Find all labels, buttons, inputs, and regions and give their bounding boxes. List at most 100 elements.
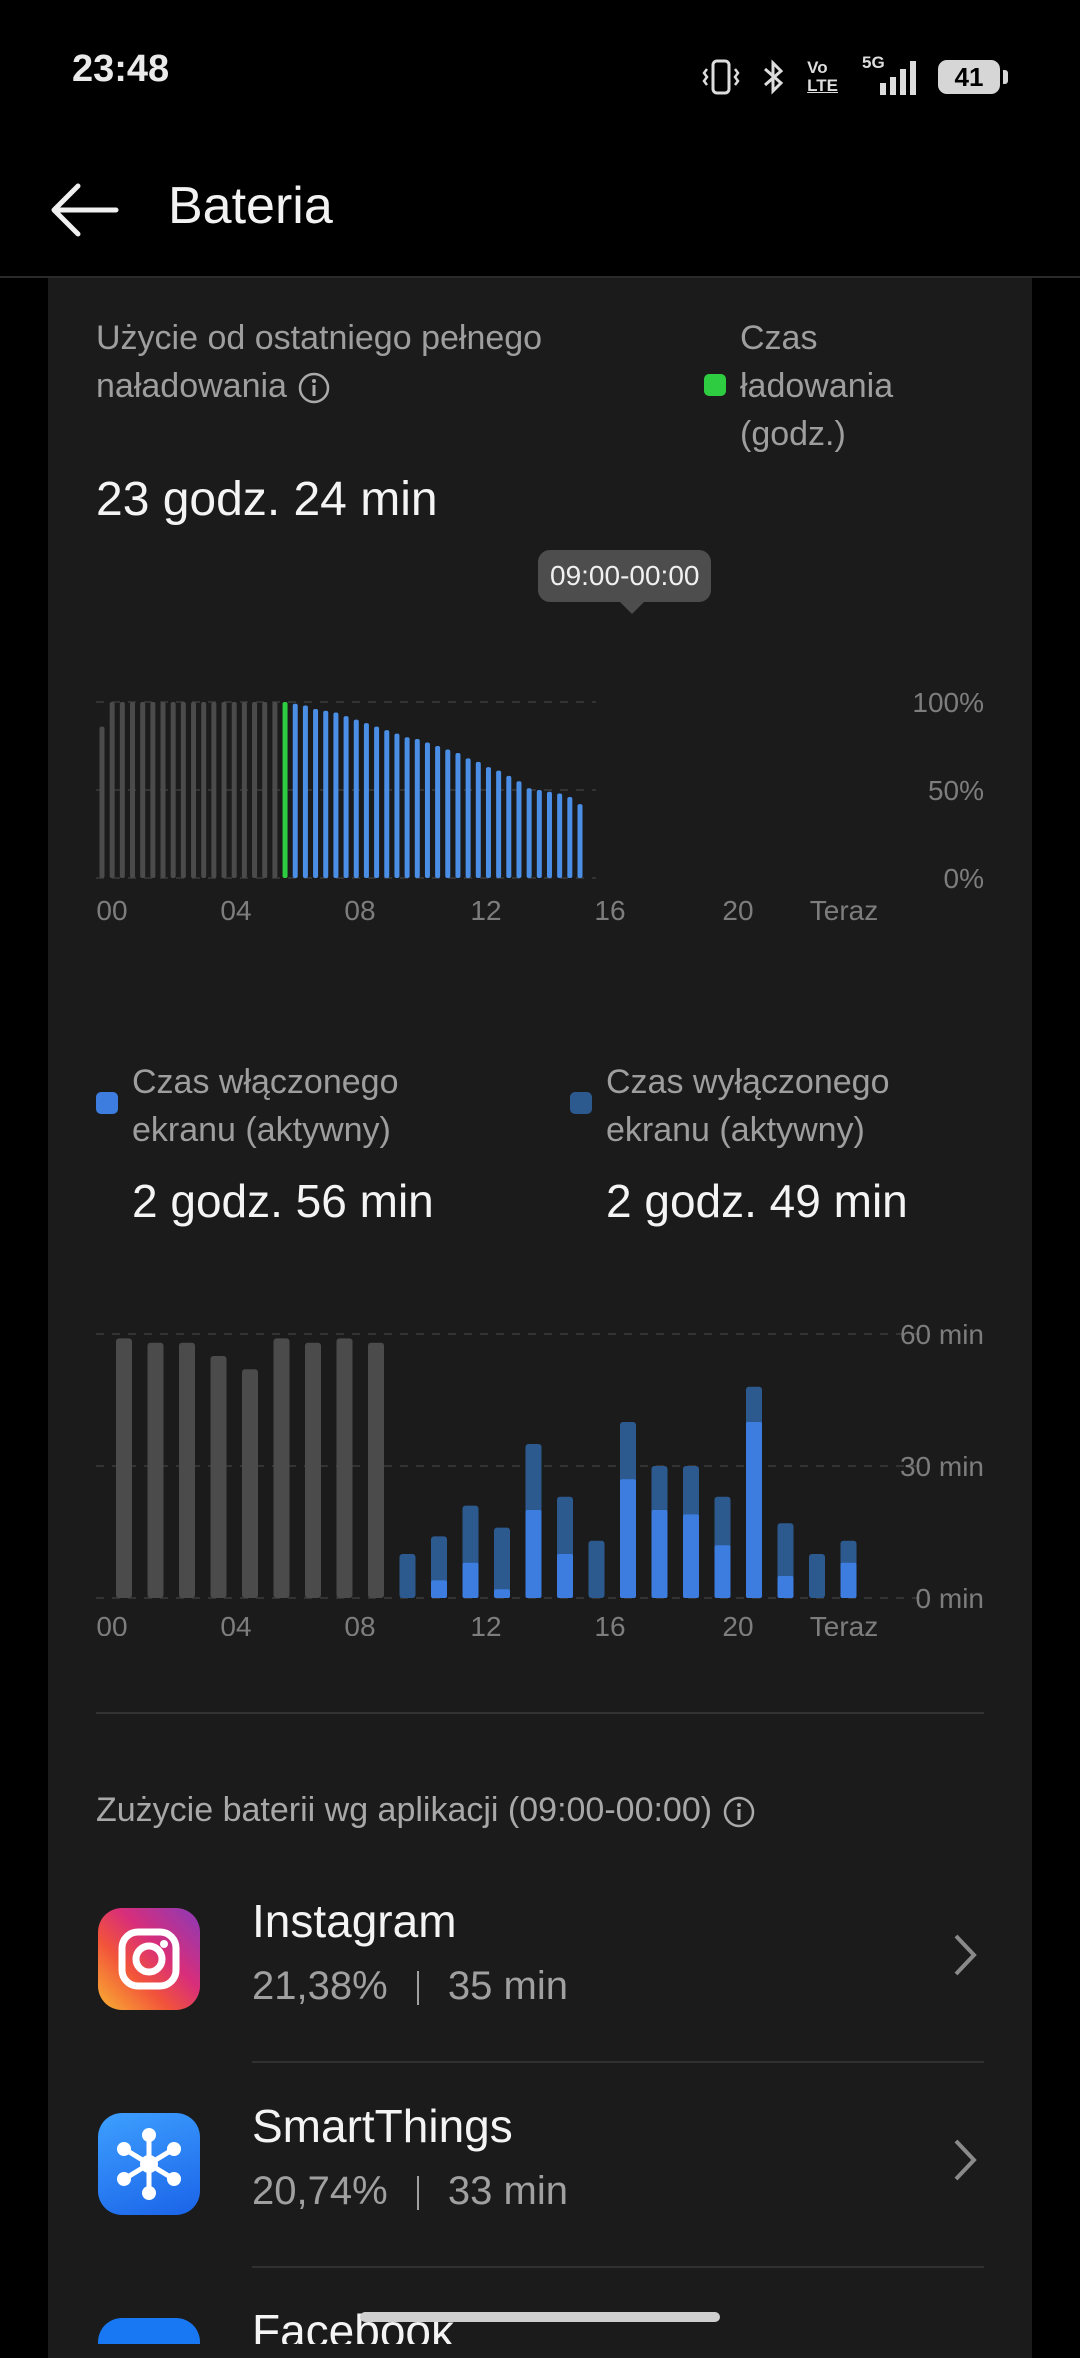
chart-bar-screen-on xyxy=(840,1562,857,1598)
chart-bar xyxy=(384,730,390,878)
section-divider xyxy=(96,1712,984,1714)
page-title: Bateria xyxy=(168,177,333,235)
chart-bar-screen-off xyxy=(588,1540,605,1598)
x-tick-label: 08 xyxy=(344,895,375,926)
chart-bar-screen-off xyxy=(399,1554,416,1598)
5g-signal-icon: 5G xyxy=(856,53,920,97)
chart-bar xyxy=(414,738,420,878)
x-tick-label: 04 xyxy=(220,895,251,926)
screen-on-value: 2 godz. 56 min xyxy=(132,1175,434,1227)
chart-bar xyxy=(313,709,319,878)
chart-bar xyxy=(119,702,125,878)
chart-bar xyxy=(557,793,563,878)
app-row-smartthings[interactable]: SmartThings 20,74% 33 min xyxy=(48,2063,984,2268)
app-name: Facebook xyxy=(252,2305,455,2344)
screen-on-swatch xyxy=(96,1092,118,1114)
screen-on-label: Czas włączonego ekranu (aktywny) xyxy=(132,1063,399,1149)
screen-time-chart[interactable]: 60 min 30 min 0 min 00 04 08 12 16 20 Teraz xyxy=(48,1296,1032,1636)
chart-bar-screen-off xyxy=(494,1527,510,1598)
bluetooth-icon xyxy=(764,59,784,95)
row-divider xyxy=(252,2061,984,2063)
chart-bar-screen-on xyxy=(620,1479,636,1598)
chart-bar-screen-on xyxy=(494,1589,510,1598)
chart-bar xyxy=(305,1342,321,1598)
chart-bar xyxy=(526,788,532,878)
chart-bar xyxy=(465,758,471,878)
x-tick-label: 20 xyxy=(722,895,753,926)
screen-off-label: Czas wyłączonego ekranu (aktywny) xyxy=(606,1063,890,1149)
facebook-icon xyxy=(98,2318,200,2344)
app-name: Instagram xyxy=(252,1895,457,1947)
chart-bar xyxy=(374,726,380,878)
app-row-instagram[interactable]: Instagram 21,38% 35 min xyxy=(48,1858,984,2063)
chart-bar xyxy=(262,702,268,878)
volte-text-top: Vo xyxy=(807,58,828,77)
battery-level: 41 xyxy=(954,61,984,92)
chevron-right-icon xyxy=(954,2139,977,2181)
x-tick-label: 04 xyxy=(220,1611,251,1636)
y-tick-label: 0% xyxy=(944,863,984,894)
chart-bar-screen-on xyxy=(431,1580,447,1598)
chart-bar xyxy=(323,710,329,878)
chart-bar xyxy=(424,742,430,878)
chart-bar-screen-on xyxy=(683,1514,699,1598)
chart-bar-screen-on xyxy=(714,1545,731,1598)
arrow-left-icon[interactable] xyxy=(46,170,126,250)
x-tick-label: Teraz xyxy=(810,895,878,926)
chart-bar xyxy=(211,702,217,878)
chart-bar-screen-off xyxy=(809,1554,825,1598)
y-tick-label: 0 min xyxy=(916,1583,984,1614)
row-divider xyxy=(252,2266,984,2268)
stat-separator xyxy=(416,1971,419,2006)
chart-bar xyxy=(368,1342,384,1598)
status-time: 23:48 xyxy=(72,48,170,90)
chart-bar xyxy=(302,705,308,878)
chart-bar xyxy=(455,753,461,878)
y-tick-label: 50% xyxy=(928,775,984,806)
charging-legend-swatch xyxy=(704,374,726,396)
chart-bar xyxy=(292,703,298,878)
chart-bar xyxy=(445,749,451,878)
chart-bar xyxy=(241,702,247,878)
chart-bar xyxy=(343,716,349,878)
app-time: 33 min xyxy=(447,2169,568,2213)
chart-bar xyxy=(150,702,156,878)
usage-value: 23 godz. 24 min xyxy=(96,473,438,526)
chart-bar xyxy=(180,702,186,878)
chart-bar xyxy=(179,1342,195,1598)
info-icon[interactable] xyxy=(722,1795,756,1829)
chart-bar xyxy=(282,702,288,878)
battery-level-chart[interactable]: 100% 50% 0% 00 04 08 12 16 20 Teraz xyxy=(48,608,1032,948)
chart-bar xyxy=(116,1338,132,1598)
usage-label-text: Użycie od ostatniego pełnego naładowania xyxy=(96,319,543,405)
chart-bar xyxy=(221,702,227,878)
chart-bar xyxy=(435,746,441,878)
chart-bar xyxy=(191,702,197,878)
app-stats: 21,38% 35 min xyxy=(252,1964,568,2009)
appbar-divider xyxy=(0,276,1080,278)
chart-bar xyxy=(333,712,339,878)
volte-text-bottom: LTE xyxy=(807,76,838,95)
y-tick-label: 30 min xyxy=(900,1451,984,1482)
app-stats: 20,74% 33 min xyxy=(252,2169,568,2214)
app-row-facebook[interactable]: Facebook xyxy=(48,2268,984,2344)
stat-separator xyxy=(416,2176,419,2211)
chart-bar xyxy=(170,702,176,878)
x-tick-label: 12 xyxy=(470,1611,501,1636)
chart-bar xyxy=(242,1369,258,1598)
chart-bar-screen-on xyxy=(557,1554,573,1598)
instagram-icon xyxy=(98,1908,200,2010)
app-percent: 21,38% xyxy=(252,1964,388,2008)
apps-section-title-text: Zużycie baterii wg aplikacji (09:00-00:0… xyxy=(96,1791,713,1829)
info-icon[interactable] xyxy=(297,371,331,405)
chart-bar xyxy=(394,733,400,878)
battery-card: Użycie od ostatniego pełnego naładowania… xyxy=(48,278,1032,2358)
chart-bar xyxy=(252,702,258,878)
chart-bar xyxy=(404,737,410,878)
chart-bar xyxy=(353,719,359,878)
x-tick-label: 12 xyxy=(470,895,501,926)
chart-bar xyxy=(109,702,115,878)
home-indicator[interactable] xyxy=(360,2312,720,2322)
chart-bar xyxy=(485,767,491,878)
x-tick-label: Teraz xyxy=(810,1611,878,1636)
